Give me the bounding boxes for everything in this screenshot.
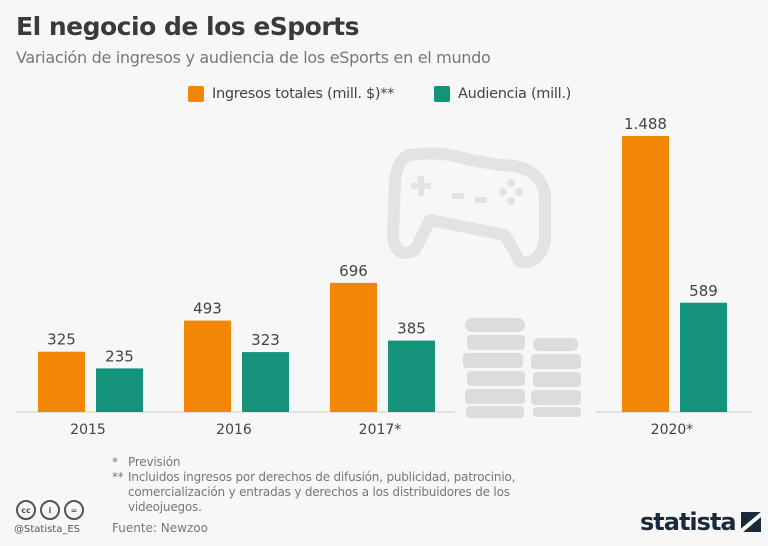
x-tick-label: 2015 — [70, 422, 106, 438]
statista-logo[interactable]: statista — [640, 508, 761, 536]
data-label: 235 — [105, 347, 134, 365]
statista-logo-icon — [740, 512, 761, 532]
coins-icon — [463, 318, 581, 418]
cc-icon: cc — [16, 500, 36, 520]
license-icons: cc i = — [16, 500, 84, 520]
bar-audiencia-2020 — [680, 302, 727, 412]
twitter-handle: @Statista_ES — [14, 524, 81, 535]
x-tick-label: 2016 — [216, 422, 252, 438]
x-tick-label: 2020* — [651, 422, 694, 438]
chart-subtitle: Variación de ingresos y audiencia de los… — [16, 48, 491, 67]
data-label: 493 — [193, 300, 222, 318]
bar-audiencia-2016 — [242, 352, 289, 412]
data-label: 325 — [47, 331, 76, 349]
data-label: 696 — [339, 262, 368, 280]
legend-label: Ingresos totales (mill. $)** — [212, 86, 395, 102]
legend-item-audiencia: Audiencia (mill.) — [434, 86, 571, 102]
bar-audiencia-2017 — [388, 340, 435, 412]
legend-swatch-orange — [188, 86, 204, 102]
x-tick-label: 2017* — [359, 422, 402, 438]
bar-ingresos-2017 — [330, 282, 377, 412]
gamepad-icon — [387, 147, 551, 269]
bar-audiencia-2015 — [96, 368, 143, 412]
data-label: 1.488 — [624, 115, 667, 133]
footnote: * Previsión — [112, 455, 181, 469]
bar-ingresos-2015 — [38, 351, 85, 412]
bar-ingresos-2016 — [184, 320, 231, 412]
footnote: ** Incluidos ingresos por derechos de dif… — [112, 470, 516, 514]
legend-item-ingresos: Ingresos totales (mill. $)** — [188, 86, 394, 102]
by-icon: i — [40, 500, 60, 520]
data-label: 385 — [397, 320, 426, 338]
legend-swatch-green — [434, 86, 450, 102]
bar-ingresos-2020 — [622, 136, 669, 412]
source: Fuente: Newzoo — [112, 521, 208, 535]
data-label: 323 — [251, 331, 280, 349]
nd-icon: = — [64, 500, 84, 520]
legend-label: Audiencia (mill.) — [458, 86, 571, 102]
footnotes: * Previsión ** Incluidos ingresos por dere… — [112, 455, 542, 515]
data-label: 589 — [689, 282, 718, 300]
chart-title: El negocio de los eSports — [16, 12, 360, 41]
